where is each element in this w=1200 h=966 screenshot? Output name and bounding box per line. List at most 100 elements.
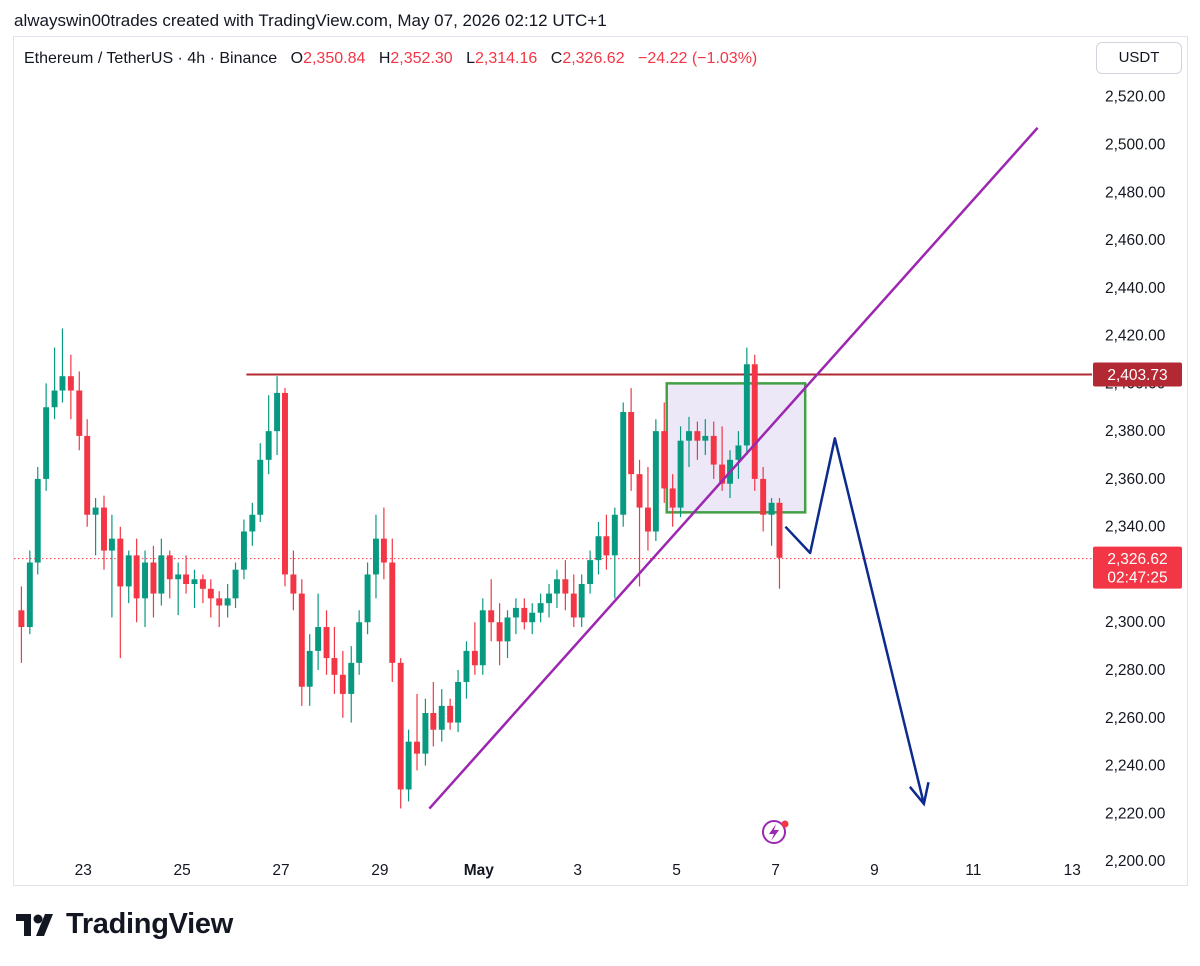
candle[interactable] — [587, 550, 594, 594]
candle[interactable] — [438, 689, 445, 742]
candle[interactable] — [290, 550, 297, 611]
candle[interactable] — [175, 562, 182, 616]
candle[interactable] — [323, 610, 330, 675]
candle[interactable] — [686, 416, 692, 467]
candle[interactable] — [26, 550, 33, 635]
candle[interactable] — [67, 354, 74, 420]
candle[interactable] — [455, 670, 462, 733]
candle[interactable] — [282, 388, 288, 587]
candle[interactable] — [463, 641, 470, 699]
candle[interactable] — [488, 579, 495, 642]
candle[interactable] — [389, 538, 396, 682]
candle[interactable] — [298, 579, 305, 706]
candle[interactable] — [183, 555, 190, 594]
candle[interactable] — [652, 419, 659, 542]
candle[interactable] — [504, 610, 511, 659]
candle[interactable] — [414, 693, 420, 771]
currency-button[interactable]: USDT — [1096, 42, 1182, 74]
price-axis[interactable]: 2,200.00 2,220.00 2,240.00 2,260.00 2,280.00… — [1105, 41, 1166, 870]
candle[interactable] — [249, 502, 256, 546]
candle[interactable] — [76, 371, 83, 451]
ascending-trendline[interactable] — [428, 126, 1039, 810]
candle[interactable] — [306, 634, 313, 706]
candle[interactable] — [628, 388, 635, 491]
candle[interactable] — [101, 495, 107, 570]
candle[interactable] — [710, 421, 717, 479]
candle[interactable] — [125, 550, 132, 604]
candle[interactable] — [216, 591, 223, 628]
candle[interactable] — [339, 650, 346, 718]
candle[interactable] — [496, 603, 503, 666]
candle[interactable] — [240, 519, 247, 580]
candle[interactable] — [117, 526, 124, 659]
candle[interactable] — [546, 584, 553, 618]
candle[interactable] — [18, 586, 25, 663]
candle[interactable] — [479, 598, 486, 675]
candle[interactable] — [207, 579, 214, 618]
candle[interactable] — [562, 560, 569, 611]
candle[interactable] — [768, 498, 775, 546]
candle[interactable] — [51, 347, 58, 420]
candle[interactable] — [669, 474, 676, 527]
candle[interactable] — [644, 466, 651, 551]
candle[interactable] — [603, 514, 610, 570]
candle[interactable] — [84, 419, 91, 527]
candle[interactable] — [331, 627, 338, 694]
candle[interactable] — [529, 603, 536, 635]
candle[interactable] — [578, 574, 585, 628]
candle[interactable] — [199, 574, 206, 604]
chart-pane[interactable] — [13, 36, 1188, 886]
candle[interactable] — [133, 538, 140, 623]
candle[interactable] — [373, 514, 379, 599]
last-price-tag[interactable]: 2,326.62 02:47:25 — [1093, 546, 1182, 589]
candle[interactable] — [422, 698, 429, 766]
candle[interactable] — [471, 622, 478, 675]
candle[interactable] — [265, 395, 272, 475]
candle[interactable] — [191, 569, 198, 608]
resistance-price-tag[interactable]: 2,403.73 — [1093, 362, 1182, 387]
candle[interactable] — [776, 498, 783, 589]
candle[interactable] — [108, 514, 115, 618]
time-axis[interactable]: 23 25 27 29 May 3 5 7 9 11 13 — [75, 862, 1081, 879]
candle[interactable] — [232, 562, 239, 608]
candle[interactable] — [760, 466, 767, 532]
candle[interactable] — [611, 507, 618, 599]
candle[interactable] — [257, 443, 264, 522]
candle[interactable] — [620, 402, 627, 527]
candle[interactable] — [751, 354, 758, 491]
candle[interactable] — [447, 698, 454, 730]
candle[interactable] — [356, 610, 363, 675]
candle[interactable] — [537, 593, 544, 623]
candle[interactable] — [43, 383, 50, 491]
candle[interactable] — [315, 593, 322, 671]
lightning-icon[interactable] — [762, 820, 789, 844]
candle[interactable] — [430, 681, 437, 747]
candle[interactable] — [364, 562, 371, 635]
candle[interactable] — [512, 598, 519, 635]
candle[interactable] — [34, 466, 41, 575]
candle[interactable] — [224, 584, 231, 618]
candle[interactable] — [166, 550, 173, 599]
candle[interactable] — [405, 729, 412, 802]
candle[interactable] — [570, 574, 577, 628]
candle[interactable] — [397, 658, 404, 809]
candle[interactable] — [677, 426, 684, 518]
candle[interactable] — [735, 431, 742, 479]
candle[interactable] — [661, 402, 668, 503]
candle[interactable] — [150, 545, 157, 618]
tradingview-logo[interactable]: TradingView — [16, 908, 233, 941]
candle[interactable] — [380, 507, 387, 580]
candle[interactable] — [694, 421, 701, 460]
candle[interactable] — [553, 569, 560, 608]
candle[interactable] — [92, 498, 99, 556]
candle[interactable] — [743, 347, 750, 456]
symbol-title[interactable]: Ethereum / TetherUS · 4h · Binance — [24, 50, 278, 67]
candle[interactable] — [702, 419, 709, 456]
candle[interactable] — [636, 459, 643, 587]
candle[interactable] — [348, 646, 355, 723]
candle[interactable] — [521, 598, 528, 630]
candle[interactable] — [595, 521, 602, 575]
candle[interactable] — [274, 376, 281, 456]
candle[interactable] — [158, 538, 165, 606]
